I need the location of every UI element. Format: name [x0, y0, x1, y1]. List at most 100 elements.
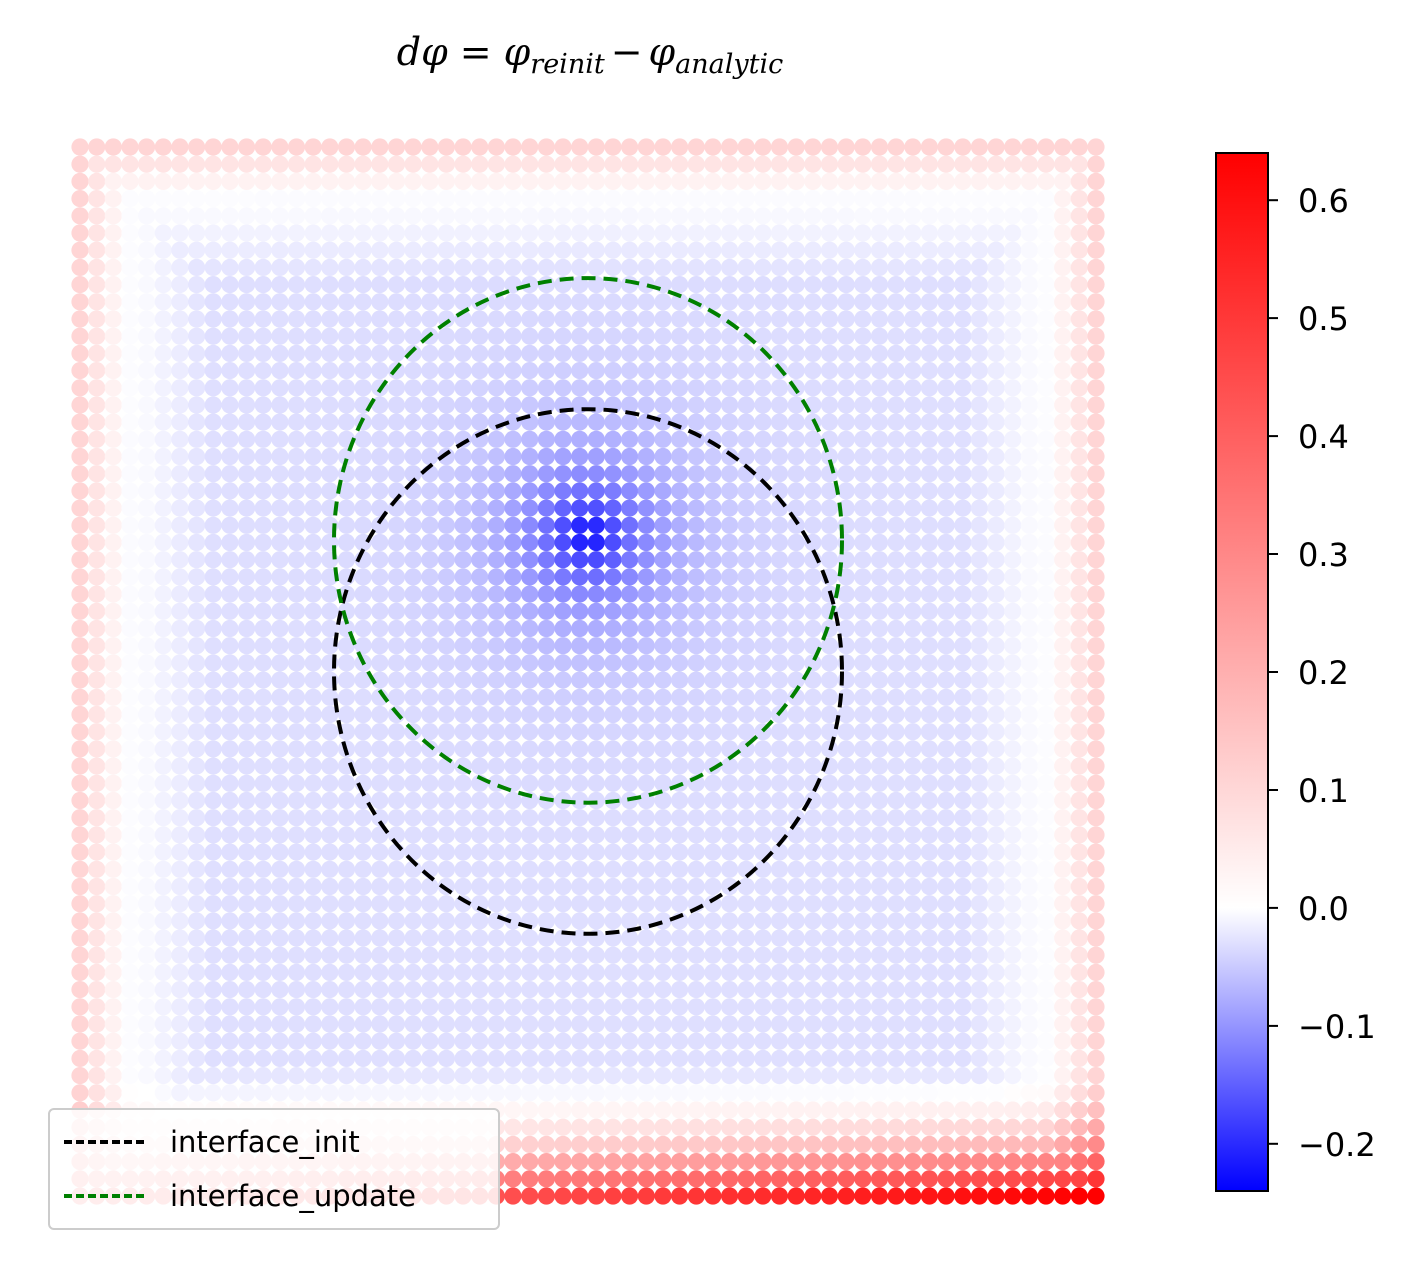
- field-point: [304, 379, 322, 397]
- field-point: [138, 654, 156, 672]
- field-point: [1070, 637, 1088, 655]
- field-point: [571, 551, 589, 569]
- field-point: [337, 895, 356, 913]
- field-point: [88, 499, 106, 517]
- field-point: [604, 946, 622, 964]
- field-point: [587, 946, 605, 964]
- field-point: [521, 465, 539, 483]
- field-point: [754, 809, 772, 827]
- field-point: [454, 723, 472, 741]
- field-point: [287, 465, 306, 483]
- field-point: [1070, 276, 1088, 294]
- field-point: [387, 172, 406, 190]
- field-point: [604, 723, 622, 741]
- field-point: [154, 637, 172, 655]
- field-point: [770, 155, 789, 173]
- field-point: [837, 1135, 855, 1153]
- field-point: [121, 946, 139, 964]
- field-point: [287, 1067, 306, 1085]
- field-point: [737, 533, 755, 552]
- field-point: [154, 619, 172, 638]
- field-point: [121, 344, 139, 362]
- field-point: [121, 860, 139, 878]
- field-point: [554, 1187, 572, 1205]
- field-point: [504, 688, 522, 706]
- field-point: [537, 190, 556, 208]
- field-point: [1087, 654, 1105, 672]
- field-point: [604, 327, 622, 345]
- field-point: [1054, 430, 1072, 448]
- field-point: [88, 1049, 106, 1067]
- field-point: [704, 860, 722, 878]
- field-point: [571, 602, 589, 620]
- field-point: [721, 344, 739, 362]
- field-point: [671, 551, 689, 569]
- field-point: [321, 912, 339, 930]
- field-point: [88, 809, 106, 827]
- field-point: [937, 895, 955, 913]
- field-point: [637, 258, 655, 276]
- field-point: [637, 241, 655, 259]
- field-point: [554, 895, 572, 913]
- field-point: [887, 946, 905, 964]
- field-point: [321, 895, 339, 913]
- field-point: [471, 1015, 489, 1033]
- field-point: [937, 671, 955, 689]
- field-point: [554, 688, 572, 706]
- field-point: [1004, 138, 1022, 156]
- field-point: [687, 190, 705, 208]
- field-point: [937, 929, 955, 947]
- field-point: [571, 774, 589, 792]
- field-point: [1020, 276, 1038, 294]
- field-point: [621, 516, 639, 534]
- field-point: [904, 774, 922, 792]
- field-point: [1070, 499, 1088, 517]
- field-point: [704, 998, 722, 1016]
- field-point: [1054, 396, 1072, 414]
- field-point: [704, 757, 722, 775]
- field-point: [854, 757, 872, 775]
- field-point: [238, 998, 256, 1016]
- field-point: [204, 516, 222, 534]
- field-point: [671, 258, 689, 276]
- field-point: [238, 327, 256, 345]
- field-point: [387, 740, 406, 758]
- field-point: [820, 981, 839, 999]
- field-point: [970, 1170, 989, 1188]
- field-point: [404, 619, 422, 638]
- field-point: [287, 155, 306, 173]
- field-point: [904, 1170, 922, 1188]
- field-point: [970, 413, 989, 431]
- field-point: [687, 447, 705, 466]
- field-point: [954, 568, 972, 586]
- field-point: [271, 499, 289, 517]
- field-point: [654, 1118, 672, 1136]
- field-point: [1037, 843, 1055, 861]
- field-point: [1087, 276, 1105, 294]
- field-point: [654, 344, 672, 362]
- field-point: [887, 774, 905, 792]
- field-point: [754, 310, 772, 328]
- field-point: [587, 172, 605, 190]
- field-point: [604, 241, 622, 259]
- field-point: [654, 258, 672, 276]
- field-point: [104, 465, 122, 483]
- field-point: [970, 740, 989, 758]
- field-point: [254, 791, 272, 810]
- field-point: [537, 585, 556, 603]
- field-point: [687, 172, 705, 190]
- field-point: [737, 757, 755, 775]
- field-point: [870, 946, 889, 964]
- field-point: [121, 619, 139, 638]
- field-point: [937, 1135, 955, 1153]
- field-point: [920, 362, 939, 380]
- field-point: [1004, 998, 1022, 1016]
- field-point: [287, 568, 306, 586]
- field-point: [1070, 155, 1088, 173]
- field-point: [937, 362, 955, 380]
- field-point: [404, 344, 422, 362]
- field-point: [537, 740, 556, 758]
- field-point: [737, 585, 755, 603]
- field-point: [371, 241, 389, 259]
